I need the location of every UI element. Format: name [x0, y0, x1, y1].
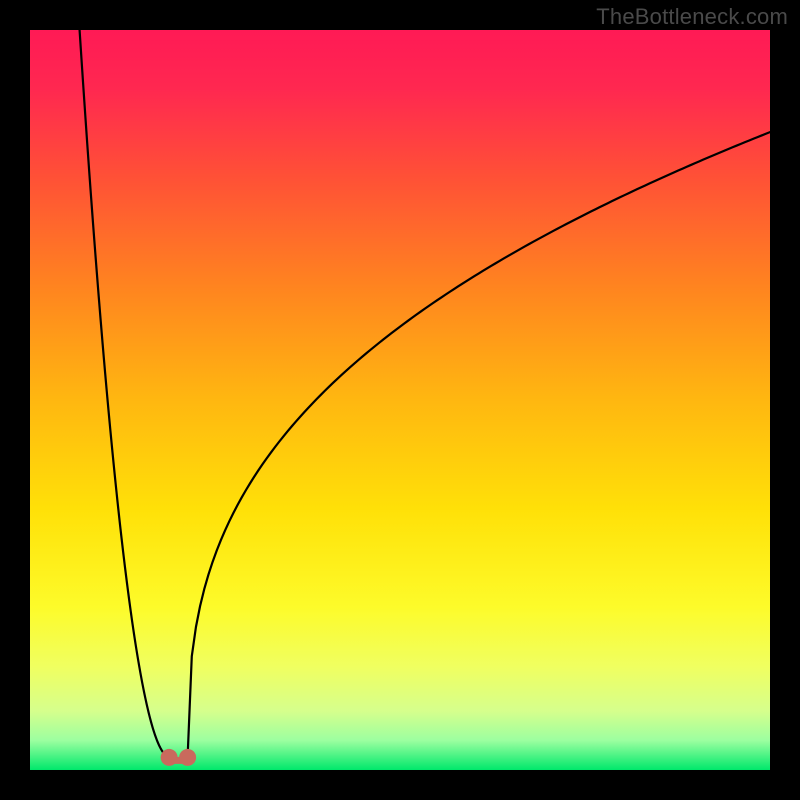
valley-marker-1 [179, 749, 196, 766]
bottleneck-curve-chart [30, 30, 770, 770]
watermark-text: TheBottleneck.com [596, 4, 788, 30]
gradient-background [30, 30, 770, 770]
plot-area [30, 30, 770, 770]
chart-frame: TheBottleneck.com [0, 0, 800, 800]
valley-marker-0 [161, 749, 178, 766]
